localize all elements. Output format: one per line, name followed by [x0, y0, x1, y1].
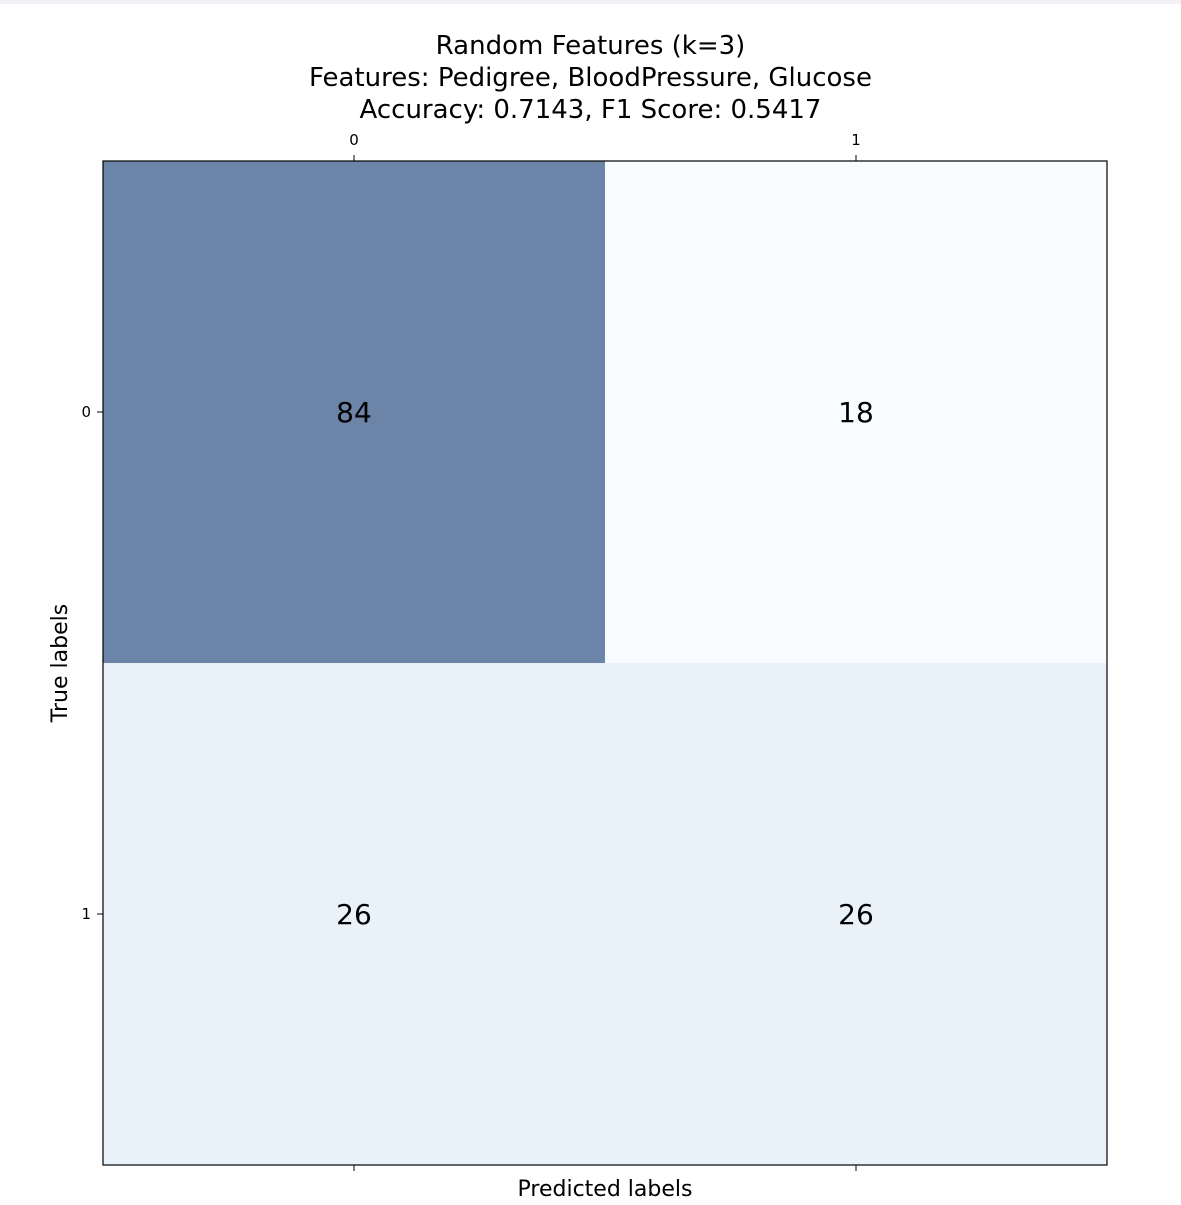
x-axis-label: Predicted labels [518, 1177, 693, 1202]
cell-value-1-1: 26 [838, 898, 874, 931]
plot-frame [102, 160, 1108, 1166]
y-tick-label-1: 1 [81, 905, 91, 923]
title-line-1: Random Features (k=3) [435, 31, 746, 61]
y-tick-label-0: 0 [81, 403, 91, 421]
title-line-3: Accuracy: 0.7143, F1 Score: 0.5417 [359, 95, 822, 125]
title-line-2: Features: Pedigree, BloodPressure, Gluco… [309, 63, 872, 93]
top-strip [0, 0, 1181, 4]
cell-value-1-0: 26 [336, 898, 372, 931]
heatmap-cell-0-1 [605, 161, 1107, 663]
x-tick-label-1: 1 [851, 131, 861, 149]
cell-value-0-0: 84 [336, 396, 372, 429]
x-tick-label-0: 0 [349, 131, 359, 149]
heatmap-cell-0-0 [103, 161, 605, 663]
heatmap-cell-1-0 [103, 663, 605, 1165]
cell-value-0-1: 18 [838, 396, 874, 429]
y-axis-label: True labels [48, 604, 73, 723]
heatmap-cell-1-1 [605, 663, 1107, 1165]
